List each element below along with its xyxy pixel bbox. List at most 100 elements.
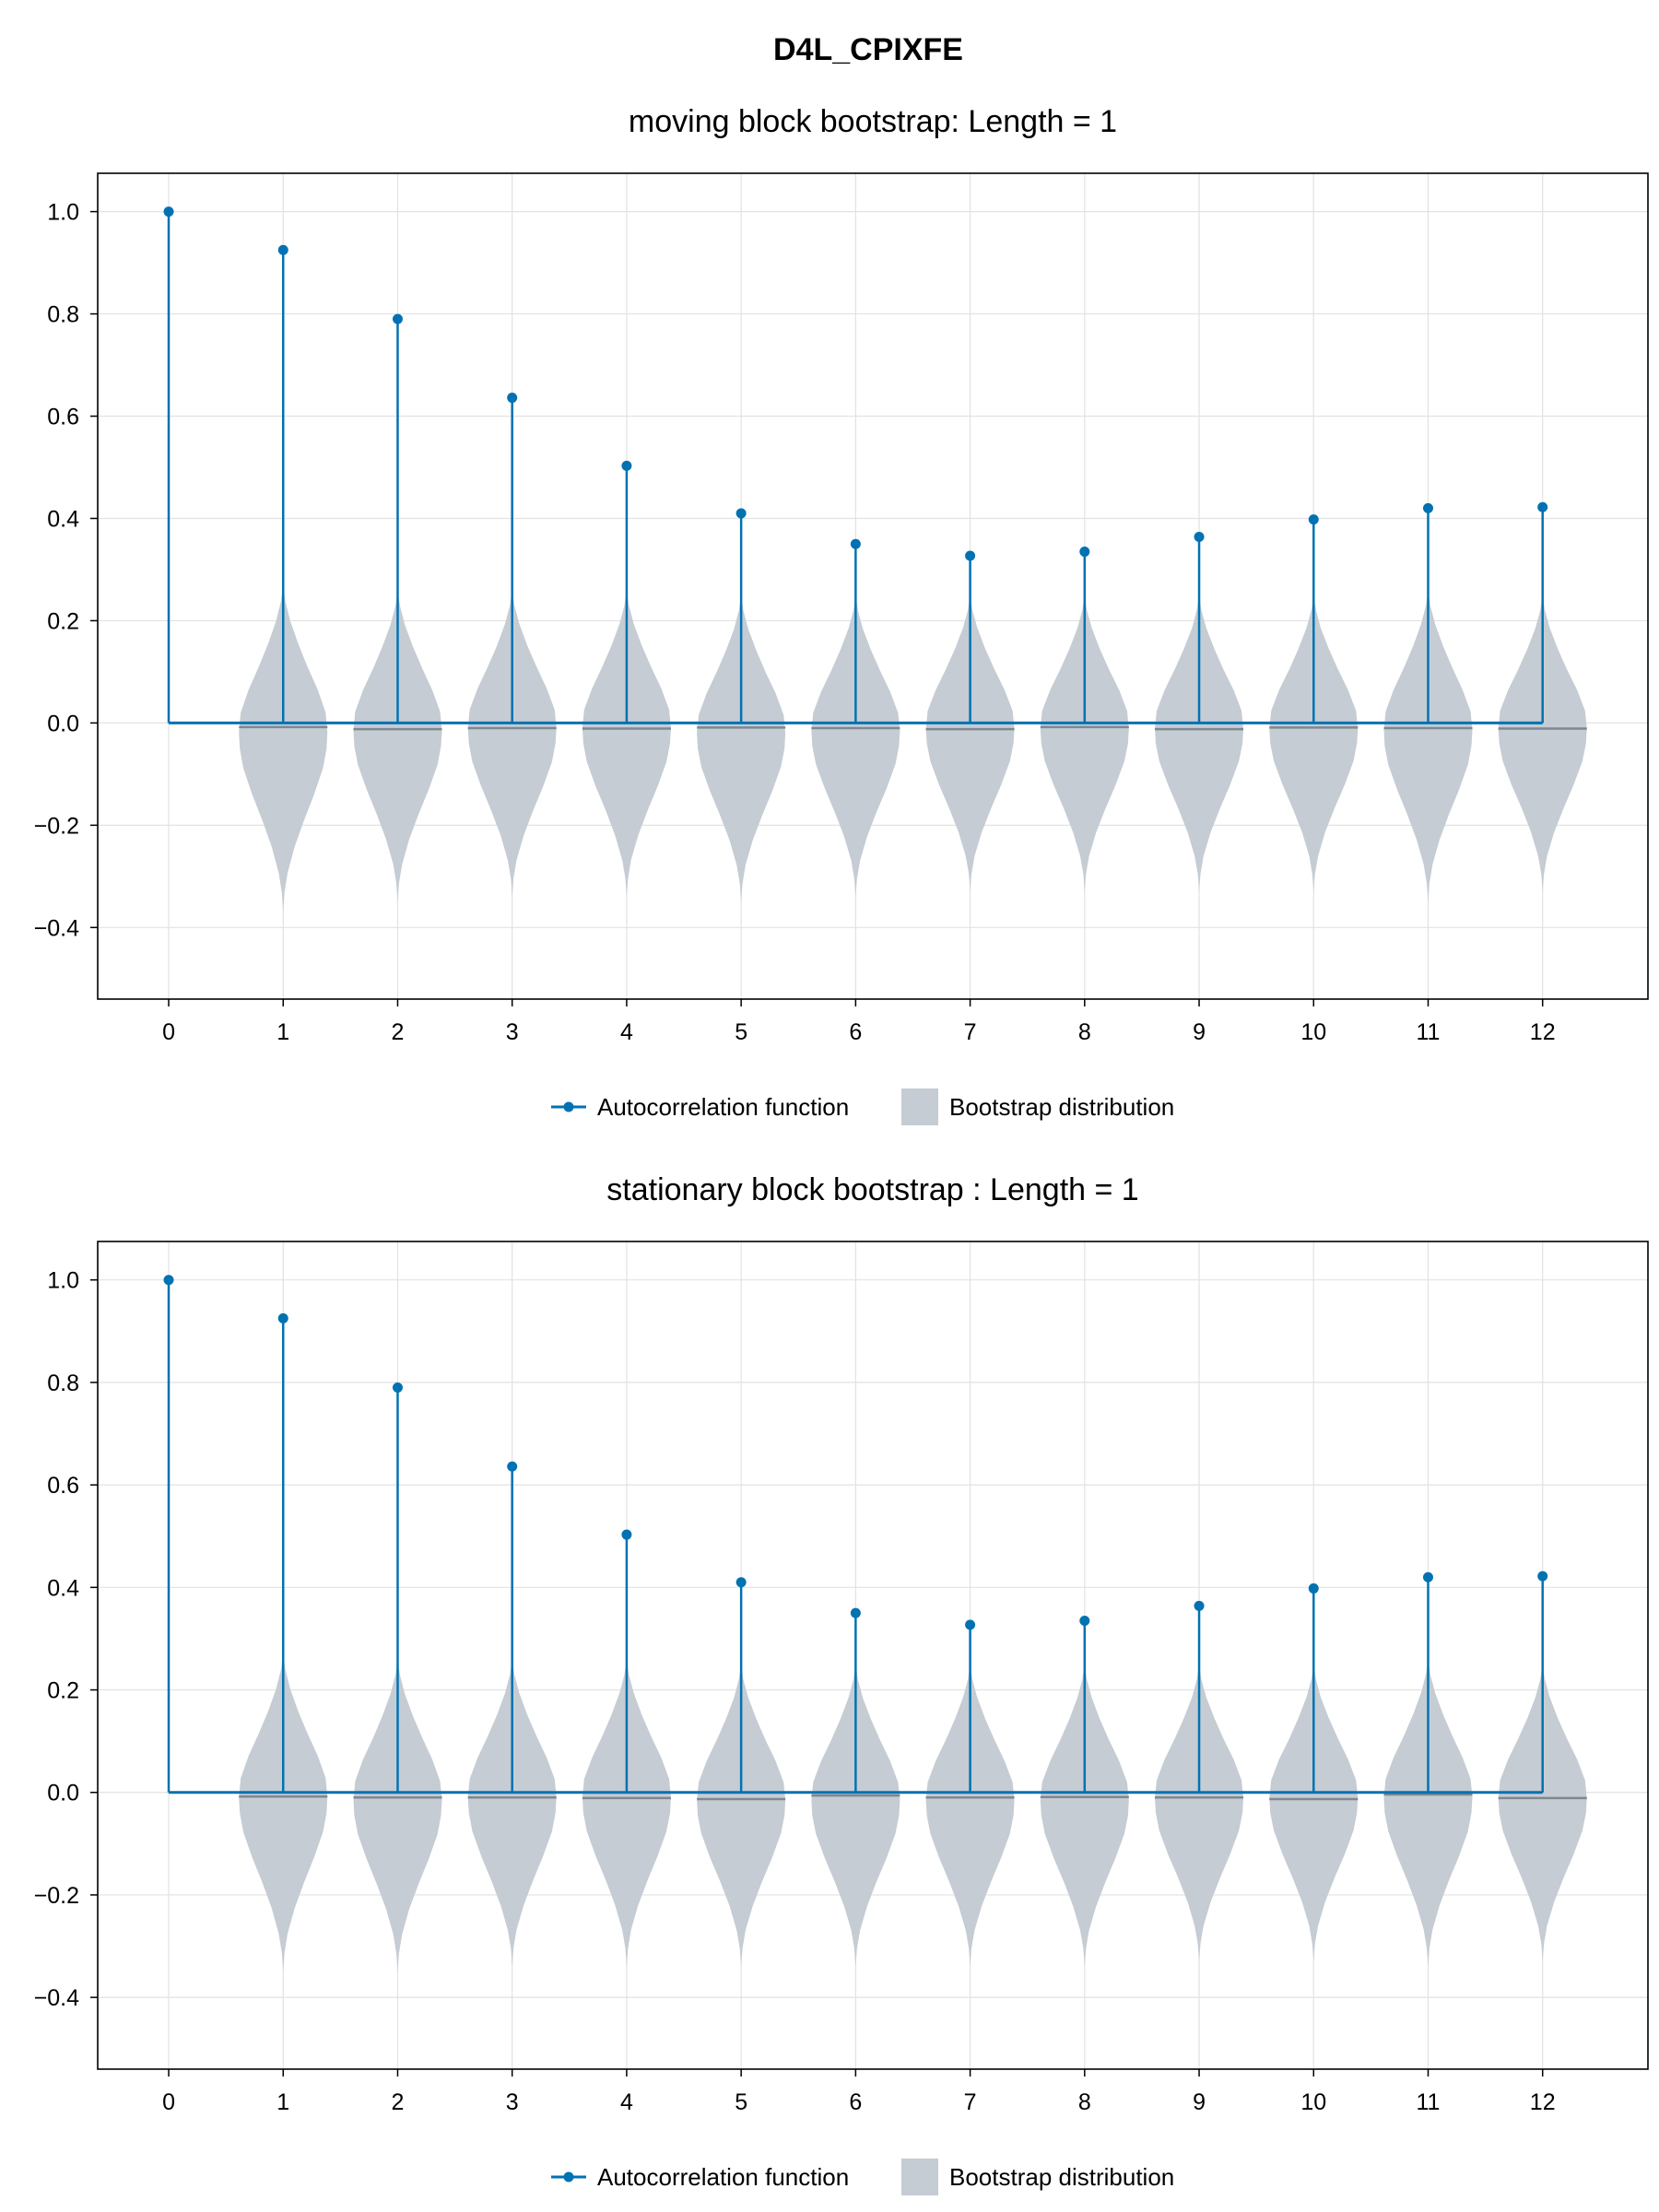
panel-title: stationary block bootstrap : Length = 1	[606, 1172, 1138, 1207]
x-tick-label: 11	[1417, 2089, 1441, 2115]
bootstrap-violin	[697, 594, 786, 902]
x-tick-label: 6	[849, 2089, 862, 2115]
bootstrap-violin	[582, 1659, 671, 1967]
acf-point	[850, 1607, 861, 1618]
legend-acf-marker	[563, 2171, 574, 2183]
y-tick-label: 1.0	[47, 200, 79, 226]
acf-point	[735, 1577, 747, 1588]
x-tick-label: 10	[1300, 2089, 1326, 2115]
x-tick-label: 0	[162, 1019, 175, 1045]
acf-point	[277, 1312, 288, 1324]
acf-point	[163, 1275, 174, 1286]
legend-acf-label: Autocorrelation function	[597, 1093, 849, 1121]
x-tick-label: 1	[276, 1019, 289, 1045]
acf-point	[735, 508, 747, 519]
bootstrap-violin	[1155, 594, 1243, 892]
acf-point	[1537, 1571, 1548, 1582]
acf-point	[277, 244, 288, 255]
y-tick-label: 0.8	[47, 1371, 79, 1396]
figure-title: D4L_CPIXFE	[773, 32, 963, 67]
acf-point	[621, 1529, 632, 1540]
acf-point	[965, 550, 976, 561]
x-tick-label: 4	[620, 1019, 633, 1045]
acf-point	[1308, 1583, 1319, 1594]
x-tick-label: 12	[1530, 1019, 1556, 1045]
bootstrap-violin	[1040, 1664, 1129, 1967]
legend-acf-label: Autocorrelation function	[597, 2163, 849, 2191]
bootstrap-violin	[811, 594, 900, 897]
legend: Autocorrelation function Bootstrap distri…	[551, 1088, 1174, 1125]
legend-bootstrap-swatch	[901, 2159, 938, 2195]
y-tick-label: 0.2	[47, 608, 79, 634]
y-tick-label: 0.2	[47, 1678, 79, 1704]
bootstrap-violin	[353, 590, 442, 902]
y-tick-label: 0.4	[47, 506, 79, 532]
acf-point	[507, 393, 518, 404]
x-tick-label: 6	[849, 1019, 862, 1045]
acf-point	[1079, 547, 1090, 558]
bootstrap-violin	[925, 594, 1015, 892]
acf-point	[850, 538, 861, 549]
x-tick-label: 0	[162, 2089, 175, 2115]
acf-point	[163, 206, 174, 218]
acf-point	[392, 313, 403, 324]
x-tick-label: 5	[735, 1019, 747, 1045]
y-tick-label: 0.0	[47, 1781, 79, 1806]
acf-panel-1: moving block bootstrap: Length = 10 1 2 3 4 5…	[34, 104, 1649, 1125]
bootstrap-violin	[239, 1653, 328, 1972]
x-tick-label: 1	[276, 2089, 289, 2115]
x-tick-label: 3	[506, 1019, 519, 1045]
bootstrap-violin	[467, 590, 557, 897]
acf-point	[1422, 502, 1433, 513]
acf-point	[1308, 514, 1319, 525]
bootstrap-violin	[697, 1664, 786, 1967]
x-tick-label: 10	[1300, 1019, 1326, 1045]
bootstrap-violin	[1269, 1664, 1359, 1962]
acf-point	[392, 1382, 403, 1393]
acf-point	[621, 460, 632, 471]
x-tick-label: 5	[735, 2089, 747, 2115]
x-tick-label: 8	[1078, 1019, 1091, 1045]
x-tick-label: 2	[392, 2089, 405, 2115]
y-tick-label: 0.4	[47, 1575, 79, 1601]
x-tick-label: 11	[1417, 1019, 1441, 1045]
bootstrap-violin	[1155, 1664, 1243, 1962]
x-tick-label: 7	[964, 2089, 977, 2115]
bootstrap-violin	[1269, 594, 1359, 892]
plot-frame	[97, 1241, 1649, 2070]
y-tick-label: 0.6	[47, 1473, 79, 1499]
x-tick-label: 2	[392, 1019, 405, 1045]
bootstrap-violin	[1383, 1659, 1473, 1967]
acf-point	[1194, 1600, 1205, 1611]
x-tick-label: 9	[1193, 1019, 1206, 1045]
y-tick-label: 1.0	[47, 1268, 79, 1294]
acf-point	[965, 1619, 976, 1630]
bootstrap-violin	[1498, 1664, 1587, 1962]
x-tick-label: 7	[964, 1019, 977, 1045]
bootstrap-violin	[1040, 594, 1129, 892]
y-tick-label: −0.2	[34, 813, 79, 839]
bootstrap-violin	[353, 1659, 442, 1972]
bootstrap-violin	[467, 1659, 557, 1967]
y-tick-label: 0.8	[47, 302, 79, 328]
plot-frame	[97, 172, 1649, 1000]
bootstrap-violin	[1383, 590, 1473, 902]
bootstrap-violin	[925, 1664, 1015, 1967]
y-tick-label: −0.2	[34, 1883, 79, 1909]
bootstrap-violin	[811, 1664, 900, 1967]
legend-acf-marker	[563, 1101, 574, 1112]
bootstrap-violin	[582, 590, 671, 897]
legend-bootstrap-swatch	[901, 1088, 938, 1125]
acf-panel-2: stationary block bootstrap : Length = 1 0…	[34, 1172, 1649, 2195]
acf-point	[1537, 501, 1548, 512]
y-tick-label: −0.4	[34, 1985, 79, 2011]
x-tick-label: 4	[620, 2089, 633, 2115]
x-tick-label: 8	[1078, 2089, 1091, 2115]
legend-bootstrap-label: Bootstrap distribution	[949, 1093, 1174, 1121]
acf-point	[1079, 1615, 1090, 1626]
panel-title: moving block bootstrap: Length = 1	[629, 104, 1117, 139]
y-tick-label: 0.0	[47, 711, 79, 736]
x-tick-label: 3	[506, 2089, 519, 2115]
